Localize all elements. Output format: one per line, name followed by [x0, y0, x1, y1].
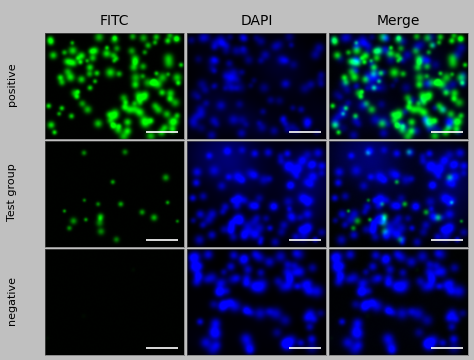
Text: Test group: Test group [7, 164, 17, 221]
Text: DAPI: DAPI [240, 14, 273, 28]
Text: negative: negative [7, 276, 17, 325]
Text: Merge: Merge [377, 14, 420, 28]
Text: FITC: FITC [100, 14, 129, 28]
Text: positive: positive [7, 63, 17, 107]
